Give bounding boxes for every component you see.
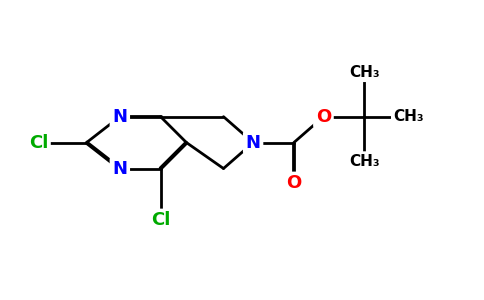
- Text: Cl: Cl: [29, 134, 48, 152]
- Text: N: N: [112, 108, 127, 126]
- Text: O: O: [316, 108, 331, 126]
- Text: O: O: [286, 174, 302, 192]
- Text: CH₃: CH₃: [393, 109, 424, 124]
- Text: Cl: Cl: [151, 211, 170, 229]
- Text: CH₃: CH₃: [349, 154, 379, 169]
- Text: CH₃: CH₃: [349, 65, 379, 80]
- Text: N: N: [112, 160, 127, 178]
- Text: N: N: [245, 134, 260, 152]
